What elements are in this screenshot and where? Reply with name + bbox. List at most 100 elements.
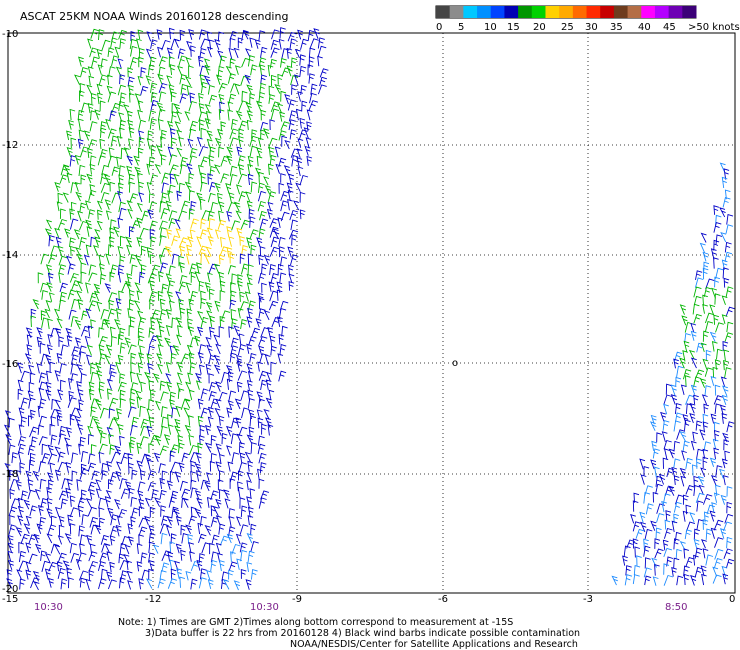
wind-barb (297, 138, 304, 148)
wind-barb (713, 429, 720, 442)
wind-barb (668, 448, 675, 459)
wind-barb (46, 486, 53, 499)
wind-barb (214, 300, 221, 312)
wind-barb (23, 523, 31, 534)
wind-barb (149, 506, 156, 518)
wind-barb (269, 154, 277, 166)
wind-barb (77, 389, 84, 401)
wind-barb (278, 182, 285, 194)
wind-barb (714, 537, 724, 548)
wind-barb (247, 307, 253, 319)
wind-barb (115, 361, 122, 374)
wind-barb (177, 442, 185, 454)
wind-barb (208, 39, 215, 50)
wind-barb (238, 164, 245, 175)
wind-barb (639, 458, 646, 470)
wind-barb (247, 264, 254, 275)
wind-barb (58, 524, 65, 536)
wind-barb (96, 426, 103, 437)
wind-barb (676, 365, 684, 378)
wind-barb (134, 254, 142, 266)
wind-barb (146, 138, 153, 150)
wind-barb (79, 543, 85, 554)
wind-barb (723, 349, 730, 361)
wind-barb (288, 173, 295, 185)
wind-barb (234, 398, 242, 410)
wind-barb (257, 292, 264, 303)
wind-barb (158, 271, 164, 282)
wind-barb (690, 440, 697, 451)
wind-barb (149, 174, 159, 185)
wind-barb (74, 319, 82, 330)
wind-barb (159, 298, 166, 310)
wind-barb (150, 99, 159, 112)
wind-barb (683, 340, 690, 352)
wind-barb (239, 542, 248, 553)
wind-barb (198, 103, 205, 113)
wind-barb (218, 210, 224, 222)
wind-barb (15, 469, 22, 481)
wind-barb (198, 553, 206, 563)
wind-barb (157, 46, 163, 58)
colorbar-label: 15 (507, 22, 520, 33)
wind-barb (198, 344, 207, 355)
wind-barb (723, 277, 730, 288)
wind-barb (28, 397, 36, 409)
wind-barb (231, 220, 241, 231)
wind-barb (219, 290, 226, 301)
wind-barb (246, 119, 253, 130)
wind-barb (723, 359, 729, 371)
wind-barb (207, 85, 215, 95)
wind-barb (156, 363, 163, 374)
wind-barb (58, 336, 65, 347)
wind-barb (702, 421, 709, 433)
wind-barb (239, 253, 246, 264)
colorbar-label: 5 (458, 22, 464, 33)
wind-barb (190, 479, 197, 490)
wind-barb (37, 424, 45, 435)
wind-barb (166, 525, 172, 537)
wind-barb (235, 533, 242, 545)
wind-barb (208, 354, 216, 365)
wind-barb (679, 357, 686, 369)
wind-barb (690, 575, 697, 586)
wind-barb (118, 508, 128, 519)
wind-barb (188, 208, 195, 220)
wind-barb (217, 192, 223, 204)
wind-barb (40, 310, 47, 321)
wind-barb (79, 237, 87, 248)
wind-barb (720, 528, 726, 539)
wind-barb (726, 214, 734, 225)
wind-barb (179, 164, 188, 175)
wind-barb (66, 172, 73, 184)
wind-barb (159, 200, 166, 213)
wind-barb (136, 217, 143, 228)
colorbar-cell (641, 6, 656, 18)
wind-barb (286, 65, 293, 77)
wind-barb (20, 397, 30, 409)
wind-barb (241, 57, 251, 68)
wind-barb (87, 103, 94, 114)
wind-barb (200, 298, 207, 309)
colorbar-cell (668, 6, 683, 18)
wind-barb (215, 74, 222, 85)
wind-barb (226, 226, 233, 237)
wind-barb (247, 55, 256, 67)
wind-barb (109, 181, 116, 192)
wind-barb (207, 173, 214, 185)
wind-barb (107, 507, 114, 518)
wind-barb (713, 205, 720, 215)
wind-barb (59, 425, 67, 437)
wind-barb (133, 155, 140, 166)
wind-barb (153, 373, 160, 383)
wind-barb (118, 207, 127, 219)
wind-barb (160, 391, 169, 401)
wind-barb (204, 103, 211, 114)
wind-barb (219, 101, 225, 114)
wind-barb (62, 560, 70, 571)
wind-barb (287, 246, 294, 258)
wind-barb (99, 148, 108, 159)
wind-barb (231, 543, 241, 555)
wind-barb (663, 563, 670, 575)
wind-barb (256, 100, 263, 112)
